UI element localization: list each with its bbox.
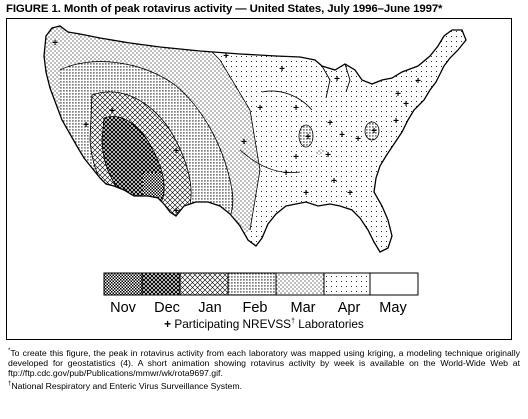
legend-swatch-may bbox=[369, 272, 419, 296]
plus-icon: + bbox=[52, 38, 58, 49]
legend-caption-text: Participating NREVSS bbox=[174, 317, 292, 331]
plus-icon: + bbox=[83, 120, 89, 131]
plus-icon: + bbox=[334, 74, 340, 85]
legend-swatch-jan bbox=[179, 272, 229, 296]
plus-icon: + bbox=[279, 64, 285, 75]
legend-swatch-dec bbox=[141, 272, 181, 296]
legend-label-mar: Mar bbox=[291, 300, 316, 316]
legend-label-feb: Feb bbox=[243, 300, 268, 316]
legend-caption: + Participating NREVSS† Laboratories bbox=[0, 317, 528, 331]
footnote-star: *To create this figure, the peak in rota… bbox=[8, 347, 520, 379]
plus-icon: + bbox=[327, 118, 333, 129]
plus-icon: + bbox=[164, 317, 172, 331]
plus-icon: + bbox=[339, 130, 345, 141]
plus-icon: + bbox=[415, 76, 421, 87]
footnote-dagger: †National Respiratory and Enteric Virus … bbox=[8, 380, 242, 391]
plus-icon: + bbox=[393, 116, 399, 127]
legend-label-dec: Dec bbox=[154, 300, 180, 316]
legend-swatch-nov bbox=[103, 272, 143, 296]
plus-icon: + bbox=[293, 103, 299, 114]
footnotes: *To create this figure, the peak in rota… bbox=[8, 346, 520, 391]
plus-icon: + bbox=[223, 51, 229, 62]
legend-label-jan: Jan bbox=[198, 300, 221, 316]
dagger-mark: † bbox=[291, 318, 295, 326]
plus-icon: + bbox=[303, 188, 309, 199]
plus-icon: + bbox=[305, 132, 311, 143]
legend: Nov Dec Jan Feb Mar Apr May bbox=[103, 272, 419, 316]
plus-icon: + bbox=[173, 146, 179, 157]
plus-icon: + bbox=[257, 103, 263, 114]
plus-icon: + bbox=[371, 126, 377, 137]
plus-icon: + bbox=[355, 134, 361, 145]
plus-icon: + bbox=[283, 168, 289, 179]
plus-icon: + bbox=[173, 206, 179, 217]
plus-icon: + bbox=[293, 152, 299, 163]
plus-icon: + bbox=[395, 89, 401, 100]
plus-icon: + bbox=[109, 106, 115, 117]
figure-frame bbox=[6, 18, 512, 340]
legend-swatch-apr bbox=[323, 272, 371, 296]
plus-icon: + bbox=[347, 188, 353, 199]
legend-swatch-feb bbox=[227, 272, 277, 296]
legend-caption-text-after: Laboratories bbox=[294, 317, 364, 331]
plus-icon: + bbox=[403, 99, 409, 110]
legend-label-apr: Apr bbox=[338, 300, 361, 316]
plus-icon: + bbox=[241, 137, 247, 148]
plus-icon: + bbox=[325, 150, 331, 161]
legend-label-nov: Nov bbox=[110, 300, 137, 316]
lab-markers: + + + + + + + + + + + + + + + + + + + + … bbox=[52, 38, 421, 217]
figure-title: FIGURE 1. Month of peak rotavirus activi… bbox=[6, 3, 443, 15]
legend-swatch-mar bbox=[275, 272, 325, 296]
legend-label-may: May bbox=[379, 300, 407, 316]
region-nov bbox=[143, 173, 163, 197]
plus-icon: + bbox=[331, 176, 337, 187]
